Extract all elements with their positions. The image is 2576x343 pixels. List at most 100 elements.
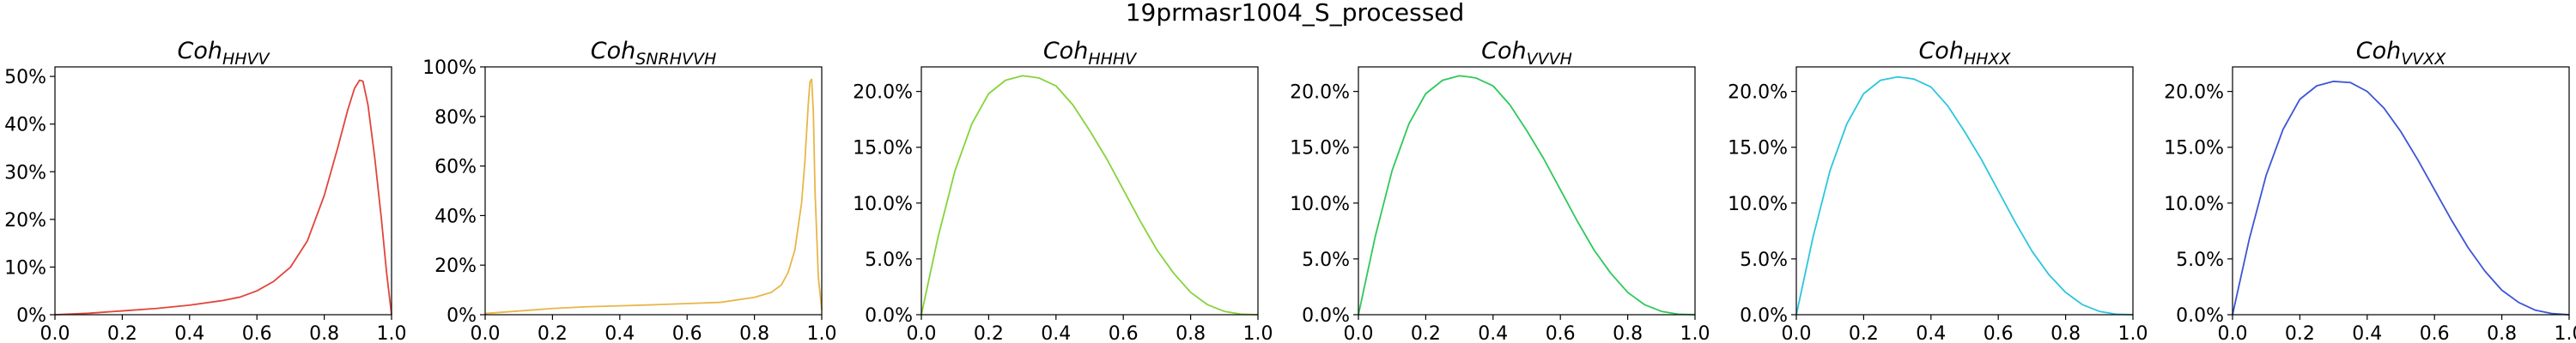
series-line bbox=[484, 78, 823, 315]
series-line bbox=[54, 79, 392, 316]
x-tick-label: 0.4 bbox=[1916, 323, 1946, 343]
panel-title-main: Coh bbox=[1043, 38, 1088, 64]
x-tick-label: 1.0 bbox=[807, 323, 837, 343]
plot-frame bbox=[1358, 66, 1696, 316]
panel-title-subscript: HHVV bbox=[222, 50, 271, 69]
x-tick-label: 0.2 bbox=[1849, 323, 1879, 343]
x-tick-label: 0.8 bbox=[309, 323, 339, 343]
y-tick-label: 80% bbox=[434, 107, 477, 129]
panel-title-main: Coh bbox=[177, 38, 222, 64]
y-tick-label: 60% bbox=[434, 157, 477, 178]
x-tick-label: 0.0 bbox=[1782, 323, 1812, 343]
x-tick-label: 0.2 bbox=[974, 323, 1004, 343]
y-tick-label: 5.0% bbox=[1302, 250, 1350, 271]
x-tick-label: 0.6 bbox=[1109, 323, 1139, 343]
x-tick-label: 1.0 bbox=[2118, 323, 2148, 343]
chart-panel: CohHHXX 0.0 0.2 0.4 0.6 0.8 1.0 0.0% 5.0% 10.0% 15… bbox=[1728, 38, 2148, 343]
y-tick-label: 0% bbox=[16, 305, 46, 327]
panel-title-main: Coh bbox=[591, 38, 635, 64]
panel-title: CohHHXX bbox=[1918, 38, 2011, 69]
y-tick-label: 40% bbox=[434, 206, 477, 227]
x-tick-label: 0.0 bbox=[471, 323, 501, 343]
x-tick-label: 0.4 bbox=[1041, 323, 1071, 343]
y-tick-label: 15.0% bbox=[1290, 138, 1350, 159]
panel-title-subscript: VVVH bbox=[1527, 50, 1572, 69]
x-tick-label: 1.0 bbox=[1680, 323, 1710, 343]
panel-title-main: Coh bbox=[2356, 38, 2401, 64]
y-tick-label: 20.0% bbox=[2164, 82, 2224, 104]
y-tick-label: 5.0% bbox=[865, 250, 913, 271]
y-tick-label: 30% bbox=[4, 162, 46, 184]
y-tick-label: 15.0% bbox=[1728, 138, 1788, 159]
y-tick-label: 0.0% bbox=[865, 305, 913, 327]
x-tick-label: 1.0 bbox=[2555, 323, 2576, 343]
x-tick-label: 0.4 bbox=[1478, 323, 1508, 343]
x-tick-label: 0.0 bbox=[2218, 323, 2248, 343]
series-line bbox=[1795, 75, 2134, 316]
x-tick-label: 0.8 bbox=[1176, 323, 1206, 343]
chart-panel: CohVVVH 0.0 0.2 0.4 0.6 0.8 1.0 0.0% 5.0% 10.0% 15… bbox=[1290, 38, 1710, 343]
x-tick-label: 0.2 bbox=[1411, 323, 1441, 343]
x-tick-label: 0.0 bbox=[40, 323, 70, 343]
y-tick-label: 20.0% bbox=[1728, 82, 1788, 104]
panel-title: CohSNRHVVH bbox=[591, 38, 717, 69]
x-tick-label: 0.8 bbox=[2050, 323, 2081, 343]
y-tick-label: 0.0% bbox=[1740, 305, 1788, 327]
panel-title-subscript: HHHV bbox=[1088, 50, 1138, 69]
panel-title: CohVVVH bbox=[1481, 38, 1572, 69]
y-tick-label: 10.0% bbox=[1728, 194, 1788, 215]
x-tick-label: 0.4 bbox=[174, 323, 204, 343]
y-tick-label: 10.0% bbox=[853, 194, 913, 215]
x-tick-label: 0.6 bbox=[672, 323, 702, 343]
figure-title: 19prmasr1004_S_processed bbox=[1126, 0, 1465, 27]
series-line bbox=[2232, 81, 2570, 316]
chart-panel: CohHHVV 0.0 0.2 0.4 0.6 0.8 1.0 0% 10% 20% 30% 40% 5… bbox=[4, 38, 406, 343]
y-tick-label: 5.0% bbox=[1740, 250, 1788, 271]
chart-panel: CohHHHV 0.0 0.2 0.4 0.6 0.8 1.0 0.0% 5.0% 10.0% 15… bbox=[853, 38, 1273, 343]
series-line bbox=[1358, 75, 1696, 316]
x-tick-label: 1.0 bbox=[1243, 323, 1273, 343]
y-tick-label: 15.0% bbox=[853, 138, 913, 159]
x-tick-label: 0.6 bbox=[1546, 323, 1576, 343]
y-tick-label: 50% bbox=[4, 67, 46, 88]
panel-title: CohHHHV bbox=[1043, 38, 1138, 69]
x-tick-label: 0.6 bbox=[242, 323, 272, 343]
panel-title-main: Coh bbox=[1481, 38, 1526, 64]
x-tick-label: 0.4 bbox=[605, 323, 635, 343]
x-tick-label: 0.6 bbox=[2420, 323, 2450, 343]
y-tick-label: 5.0% bbox=[2176, 250, 2224, 271]
panel-title: CohHHVV bbox=[177, 38, 270, 69]
panel-title-subscript: VVXX bbox=[2401, 50, 2446, 69]
y-tick-label: 10.0% bbox=[2164, 194, 2224, 215]
y-tick-label: 10.0% bbox=[1290, 194, 1350, 215]
y-tick-label: 20.0% bbox=[1290, 82, 1350, 104]
x-tick-label: 0.4 bbox=[2352, 323, 2382, 343]
y-tick-label: 40% bbox=[4, 115, 46, 136]
x-tick-label: 0.8 bbox=[1613, 323, 1643, 343]
plot-frame bbox=[54, 66, 392, 316]
x-tick-label: 0.0 bbox=[1344, 323, 1374, 343]
chart-panel: CohVVXX 0.0 0.2 0.4 0.6 0.8 1.0 0.0% 5.0% 10.0% 15… bbox=[2164, 38, 2576, 343]
y-tick-label: 15.0% bbox=[2164, 138, 2224, 159]
plot-frame bbox=[484, 66, 823, 316]
plot-frame bbox=[2232, 66, 2570, 316]
x-tick-label: 0.0 bbox=[907, 323, 937, 343]
panel-title-main: Coh bbox=[1918, 38, 1963, 64]
y-tick-label: 0.0% bbox=[2176, 305, 2224, 327]
y-tick-label: 20% bbox=[4, 210, 46, 232]
x-tick-label: 1.0 bbox=[377, 323, 407, 343]
y-tick-label: 0.0% bbox=[1302, 305, 1350, 327]
x-tick-label: 0.2 bbox=[2285, 323, 2315, 343]
x-tick-label: 0.2 bbox=[538, 323, 568, 343]
x-tick-label: 0.8 bbox=[739, 323, 769, 343]
chart-panel: CohSNRHVVH 0.0 0.2 0.4 0.6 0.8 1.0 0% 20% 40% 60% 8… bbox=[422, 38, 836, 343]
plot-frame bbox=[920, 66, 1259, 316]
y-tick-label: 20.0% bbox=[853, 82, 913, 104]
x-tick-label: 0.6 bbox=[1984, 323, 2014, 343]
plot-frame bbox=[1795, 66, 2134, 316]
panel-title-subscript: HHXX bbox=[1964, 50, 2012, 69]
y-tick-label: 100% bbox=[422, 57, 477, 79]
y-tick-label: 0% bbox=[447, 305, 477, 327]
